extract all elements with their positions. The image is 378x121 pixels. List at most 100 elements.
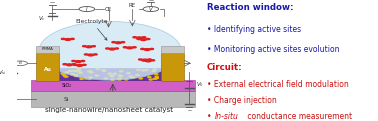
Text: Si: Si (64, 97, 69, 102)
Text: conductance measurement: conductance measurement (245, 112, 353, 121)
Circle shape (141, 39, 146, 41)
Circle shape (145, 70, 148, 71)
Circle shape (155, 74, 158, 75)
Circle shape (65, 76, 68, 77)
Circle shape (141, 70, 145, 71)
Circle shape (90, 72, 93, 73)
Circle shape (82, 64, 86, 65)
Circle shape (149, 79, 152, 80)
Circle shape (151, 60, 155, 61)
Circle shape (115, 42, 121, 44)
Text: PMMA: PMMA (42, 47, 54, 51)
Circle shape (144, 49, 150, 50)
Circle shape (65, 39, 71, 40)
Text: $V$: $V$ (148, 5, 154, 13)
Text: $I_0$: $I_0$ (18, 59, 23, 67)
Circle shape (119, 75, 122, 76)
Circle shape (155, 78, 158, 79)
FancyBboxPatch shape (36, 46, 59, 53)
Circle shape (139, 59, 142, 60)
Circle shape (83, 46, 86, 47)
Text: In-situ: In-situ (215, 112, 239, 121)
Circle shape (94, 54, 97, 55)
Circle shape (127, 47, 133, 49)
Circle shape (148, 77, 151, 78)
Circle shape (88, 78, 91, 79)
Circle shape (137, 69, 140, 70)
Circle shape (73, 70, 76, 71)
FancyBboxPatch shape (161, 53, 184, 81)
Circle shape (61, 38, 65, 39)
Circle shape (118, 79, 121, 80)
Circle shape (125, 79, 128, 80)
Circle shape (89, 77, 92, 78)
Text: Electrolyte: Electrolyte (75, 19, 108, 40)
Circle shape (85, 78, 88, 79)
Circle shape (113, 73, 116, 74)
Circle shape (110, 76, 114, 77)
Circle shape (67, 64, 72, 66)
Circle shape (112, 42, 115, 43)
Text: SiO₂: SiO₂ (62, 83, 71, 88)
FancyBboxPatch shape (36, 53, 59, 81)
Circle shape (62, 74, 65, 75)
Circle shape (121, 42, 125, 43)
Text: $V_c$: $V_c$ (38, 14, 46, 23)
Circle shape (71, 74, 74, 75)
Circle shape (111, 79, 114, 80)
Circle shape (150, 48, 153, 49)
Circle shape (143, 7, 159, 11)
Circle shape (72, 64, 76, 65)
Circle shape (104, 78, 107, 79)
Text: $V_0$: $V_0$ (196, 80, 203, 89)
Text: RE: RE (129, 3, 136, 8)
Circle shape (123, 47, 127, 48)
Circle shape (88, 54, 94, 56)
Circle shape (84, 54, 88, 55)
Circle shape (61, 73, 64, 74)
Circle shape (132, 77, 135, 78)
Circle shape (65, 72, 68, 73)
Circle shape (155, 76, 158, 77)
Circle shape (77, 68, 80, 69)
Circle shape (77, 70, 80, 71)
Circle shape (96, 68, 99, 70)
Circle shape (68, 70, 72, 71)
FancyBboxPatch shape (161, 46, 184, 53)
Circle shape (108, 73, 111, 74)
Circle shape (119, 71, 123, 72)
Circle shape (79, 72, 82, 73)
Circle shape (141, 48, 144, 49)
Circle shape (75, 61, 81, 62)
Circle shape (153, 69, 156, 70)
Circle shape (137, 38, 141, 40)
Text: $V_{si}$: $V_{si}$ (0, 68, 7, 77)
Circle shape (146, 38, 150, 40)
Circle shape (77, 64, 82, 66)
Circle shape (142, 60, 146, 61)
Ellipse shape (39, 21, 181, 80)
Circle shape (142, 59, 148, 61)
Circle shape (133, 37, 136, 38)
Circle shape (79, 7, 94, 11)
Text: • External electrical field modulation: • External electrical field modulation (207, 80, 349, 89)
Circle shape (129, 76, 132, 77)
Circle shape (63, 64, 67, 65)
Text: CE: CE (105, 7, 112, 11)
Circle shape (13, 61, 28, 65)
Circle shape (80, 78, 83, 79)
Circle shape (88, 71, 91, 72)
Circle shape (136, 37, 142, 39)
Text: $I$: $I$ (85, 5, 88, 13)
Circle shape (153, 78, 156, 79)
Circle shape (139, 78, 143, 79)
Circle shape (81, 60, 85, 62)
FancyBboxPatch shape (31, 91, 195, 107)
Circle shape (102, 70, 105, 71)
Circle shape (71, 38, 74, 39)
Text: • Charge injection: • Charge injection (207, 96, 277, 105)
Circle shape (142, 37, 146, 38)
Circle shape (72, 60, 75, 62)
Circle shape (115, 48, 119, 49)
Circle shape (73, 64, 77, 65)
